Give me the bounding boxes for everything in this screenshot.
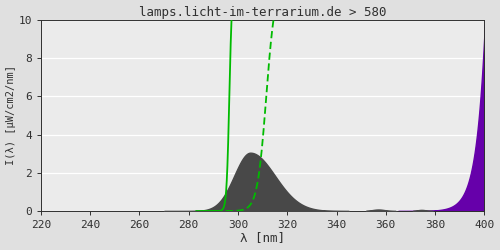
X-axis label: λ [nm]: λ [nm] (240, 232, 285, 244)
Title: lamps.licht-im-terrarium.de > 580: lamps.licht-im-terrarium.de > 580 (139, 6, 386, 18)
Y-axis label: I(λ) [μW/cm2/nm]: I(λ) [μW/cm2/nm] (6, 65, 16, 166)
